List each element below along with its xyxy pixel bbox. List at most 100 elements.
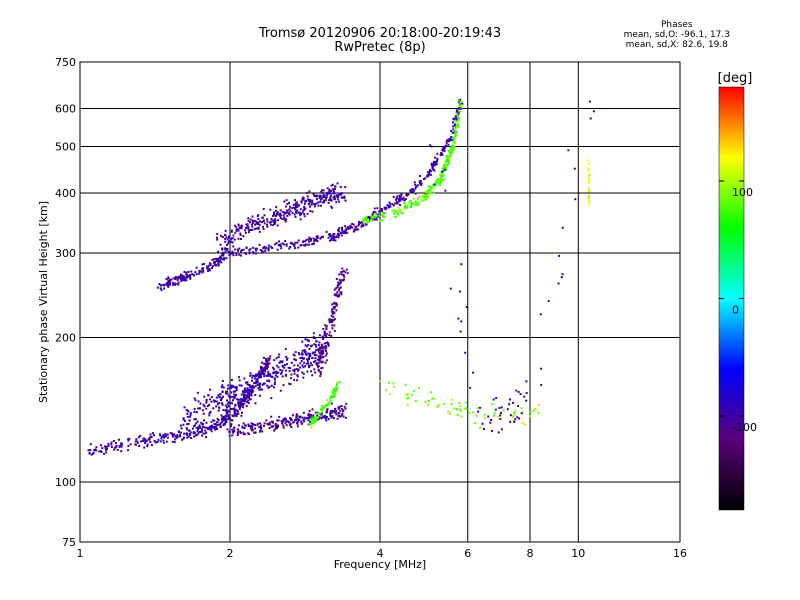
data-point <box>448 150 451 153</box>
data-point <box>116 448 119 451</box>
data-point <box>270 375 272 378</box>
data-point <box>290 373 293 376</box>
data-point <box>387 381 390 384</box>
data-point <box>256 215 259 218</box>
data-point <box>292 421 294 424</box>
data-point <box>174 282 177 285</box>
data-point <box>175 436 178 439</box>
data-point <box>318 348 321 351</box>
data-point <box>306 243 309 246</box>
data-point <box>273 381 276 384</box>
data-point <box>221 384 224 387</box>
data-point <box>460 320 463 323</box>
data-point <box>326 408 329 411</box>
data-point <box>301 364 304 367</box>
data-point <box>217 409 220 412</box>
data-point <box>396 201 398 204</box>
data-point <box>415 204 418 207</box>
data-point <box>454 117 457 120</box>
data-point <box>458 402 461 404</box>
data-point <box>225 418 228 421</box>
data-point <box>223 417 226 420</box>
data-point <box>276 364 279 367</box>
data-point <box>240 401 243 404</box>
data-point <box>196 420 199 423</box>
data-point <box>475 414 478 417</box>
data-point <box>242 422 245 425</box>
data-point <box>426 190 429 193</box>
data-point <box>185 273 188 276</box>
data-point <box>411 202 414 205</box>
data-point <box>587 188 590 191</box>
data-point <box>236 434 239 436</box>
data-point <box>185 276 188 279</box>
data-point <box>227 250 230 253</box>
data-point <box>128 437 131 440</box>
data-point <box>414 400 417 402</box>
data-point <box>396 195 399 198</box>
data-point <box>178 433 181 436</box>
data-point <box>331 206 334 209</box>
data-point <box>258 386 261 388</box>
data-point <box>233 393 236 396</box>
data-point <box>393 212 396 215</box>
data-point <box>592 110 595 113</box>
data-point <box>323 346 326 349</box>
data-point <box>310 413 312 416</box>
data-point <box>334 294 337 297</box>
data-point <box>215 260 218 263</box>
data-point <box>468 411 471 414</box>
data-point <box>219 259 222 262</box>
data-point <box>309 420 311 423</box>
data-point <box>331 310 334 313</box>
data-point <box>95 449 97 452</box>
data-point <box>187 410 190 413</box>
data-point <box>240 227 243 230</box>
data-point <box>337 236 340 239</box>
data-point <box>433 160 435 163</box>
data-point <box>202 412 205 415</box>
data-point <box>160 284 163 287</box>
data-point <box>334 187 336 190</box>
data-point <box>408 201 411 204</box>
data-point <box>324 334 326 337</box>
data-point <box>274 215 277 218</box>
data-point <box>336 284 339 287</box>
data-point <box>317 413 320 416</box>
data-point <box>280 247 283 250</box>
data-point <box>589 117 592 120</box>
data-point <box>345 402 348 405</box>
data-point <box>312 417 315 420</box>
data-point <box>331 308 334 311</box>
data-point <box>311 243 314 246</box>
data-point <box>115 445 118 448</box>
data-point <box>240 238 242 240</box>
data-point <box>277 243 280 246</box>
data-point <box>235 254 238 256</box>
data-point <box>200 430 203 433</box>
data-point <box>452 137 455 140</box>
data-point <box>285 424 288 427</box>
data-point <box>343 278 345 281</box>
data-point <box>205 399 208 401</box>
data-point <box>289 205 291 208</box>
data-point <box>240 399 243 402</box>
data-point <box>443 145 446 148</box>
data-point <box>203 419 205 422</box>
data-point <box>198 407 201 410</box>
data-point <box>363 220 366 223</box>
data-point <box>181 438 184 441</box>
data-point <box>403 199 406 202</box>
data-point <box>281 361 284 364</box>
data-point <box>187 422 190 425</box>
data-point <box>587 162 590 165</box>
data-point <box>335 304 338 307</box>
data-point <box>255 380 258 383</box>
data-point <box>321 335 324 338</box>
data-point <box>271 375 274 378</box>
data-point <box>267 249 270 252</box>
data-point <box>311 408 314 411</box>
data-point <box>443 178 445 181</box>
data-point <box>217 394 220 397</box>
